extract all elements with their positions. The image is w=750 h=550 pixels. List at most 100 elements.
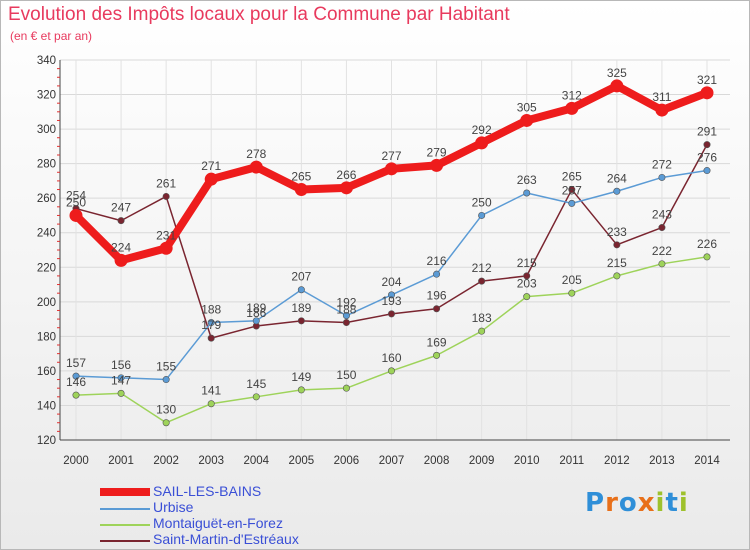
point-sail-les-bains: [249, 160, 263, 174]
y-tick-label: 320: [37, 90, 56, 102]
point-urbise: [342, 312, 350, 320]
data-label-montaigu-t-en-forez: 146: [66, 375, 86, 389]
data-label-urbise: 264: [607, 171, 627, 185]
data-label-saint-martin-d-estr-aux: 247: [111, 201, 131, 215]
point-urbise: [433, 270, 441, 278]
data-label-sail-les-bains: 265: [291, 170, 311, 184]
point-saint-martin-d-estr-aux: [658, 224, 666, 232]
point-sail-les-bains: [294, 183, 308, 197]
point-urbise: [703, 167, 711, 175]
y-tick-label: 160: [37, 366, 56, 378]
data-label-saint-martin-d-estr-aux: 193: [381, 294, 401, 308]
point-saint-martin-d-estr-aux: [568, 186, 576, 194]
data-label-sail-les-bains: 305: [517, 100, 537, 114]
data-label-saint-martin-d-estr-aux: 189: [291, 301, 311, 315]
data-label-urbise: 263: [517, 173, 537, 187]
point-saint-martin-d-estr-aux: [297, 317, 305, 325]
point-saint-martin-d-estr-aux: [433, 305, 441, 313]
logo-letter: P: [585, 488, 606, 518]
x-tick-label: 2006: [334, 455, 360, 467]
x-tick-label: 2005: [289, 455, 315, 467]
point-urbise: [658, 173, 666, 181]
data-label-sail-les-bains: 279: [427, 145, 447, 159]
data-label-saint-martin-d-estr-aux: 291: [697, 125, 717, 139]
x-tick-label: 2001: [108, 455, 134, 467]
data-label-saint-martin-d-estr-aux: 243: [652, 208, 672, 222]
data-label-sail-les-bains: 277: [381, 149, 401, 163]
y-tick-label: 120: [37, 435, 56, 447]
point-urbise: [117, 374, 125, 382]
data-label-saint-martin-d-estr-aux: 196: [427, 289, 447, 303]
data-label-sail-les-bains: 325: [607, 66, 627, 80]
data-label-urbise: 250: [472, 195, 492, 209]
data-label-sail-les-bains: 224: [111, 240, 131, 254]
point-montaigu-t-en-forez: [252, 393, 260, 401]
data-label-urbise: 192: [336, 296, 356, 310]
legend-swatch: [100, 540, 150, 542]
data-label-saint-martin-d-estr-aux: 186: [246, 306, 266, 320]
point-montaigu-t-en-forez: [387, 367, 395, 375]
data-label-saint-martin-d-estr-aux: 179: [201, 318, 221, 332]
data-label-montaigu-t-en-forez: 205: [562, 273, 582, 287]
point-montaigu-t-en-forez: [478, 327, 486, 335]
data-label-sail-les-bains: 278: [246, 147, 266, 161]
data-label-saint-martin-d-estr-aux: 212: [472, 261, 492, 275]
data-label-montaigu-t-en-forez: 169: [427, 335, 447, 349]
data-label-saint-martin-d-estr-aux: 215: [517, 256, 537, 270]
point-sail-les-bains: [565, 101, 579, 115]
data-label-urbise: 276: [697, 151, 717, 165]
data-label-urbise: 189: [246, 301, 266, 315]
legend-label: SAIL-LES-BAINS: [153, 483, 262, 499]
point-montaigu-t-en-forez: [613, 272, 621, 280]
point-sail-les-bains: [385, 162, 398, 176]
point-urbise: [387, 291, 395, 299]
point-sail-les-bains: [520, 113, 534, 127]
point-montaigu-t-en-forez: [658, 260, 666, 268]
data-label-saint-martin-d-estr-aux: 188: [336, 303, 356, 317]
data-label-urbise: 155: [156, 360, 176, 374]
point-sail-les-bains: [204, 172, 218, 186]
point-sail-les-bains: [610, 79, 624, 93]
point-sail-les-bains: [339, 181, 353, 195]
proxiti-logo: Proxiti: [585, 488, 689, 518]
point-saint-martin-d-estr-aux: [387, 310, 395, 318]
x-tick-label: 2009: [469, 455, 495, 467]
point-saint-martin-d-estr-aux: [703, 141, 711, 149]
data-label-montaigu-t-en-forez: 149: [291, 370, 311, 384]
point-saint-martin-d-estr-aux: [162, 192, 170, 200]
logo-letter: x: [637, 488, 656, 518]
point-saint-martin-d-estr-aux: [207, 334, 215, 342]
x-tick-label: 2008: [424, 455, 450, 467]
data-label-montaigu-t-en-forez: 141: [201, 384, 221, 398]
data-label-urbise: 157: [66, 356, 86, 370]
data-label-urbise: 207: [291, 270, 311, 284]
data-label-sail-les-bains: 321: [697, 73, 717, 87]
data-label-sail-les-bains: 312: [562, 88, 582, 102]
data-label-montaigu-t-en-forez: 160: [381, 351, 401, 365]
data-label-montaigu-t-en-forez: 147: [111, 373, 131, 387]
data-label-montaigu-t-en-forez: 183: [472, 311, 492, 325]
point-urbise: [523, 189, 531, 197]
x-tick-label: 2012: [604, 455, 630, 467]
point-sail-les-bains: [159, 241, 173, 255]
line-chart: 120 140 160 180 200 220 240 260 280 300 320 340 2000…: [37, 55, 730, 467]
point-montaigu-t-en-forez: [433, 351, 441, 359]
data-label-saint-martin-d-estr-aux: 261: [156, 176, 176, 190]
y-tick-label: 240: [37, 228, 56, 240]
x-tick-label: 2000: [63, 455, 89, 467]
chart-subtitle: (en € et par an): [10, 29, 93, 43]
data-label-urbise: 188: [201, 303, 221, 317]
logo-letter: t: [665, 488, 679, 518]
point-urbise: [568, 199, 576, 207]
legend-swatch: [100, 524, 150, 526]
point-sail-les-bains: [700, 86, 714, 100]
logo-letter: o: [618, 488, 638, 518]
point-sail-les-bains: [430, 158, 444, 172]
data-label-saint-martin-d-estr-aux: 233: [607, 225, 627, 239]
point-saint-martin-d-estr-aux: [117, 217, 125, 225]
data-label-urbise: 272: [652, 157, 672, 171]
y-tick-label: 200: [37, 297, 56, 309]
y-tick-label: 340: [37, 55, 56, 67]
point-urbise: [207, 319, 215, 327]
